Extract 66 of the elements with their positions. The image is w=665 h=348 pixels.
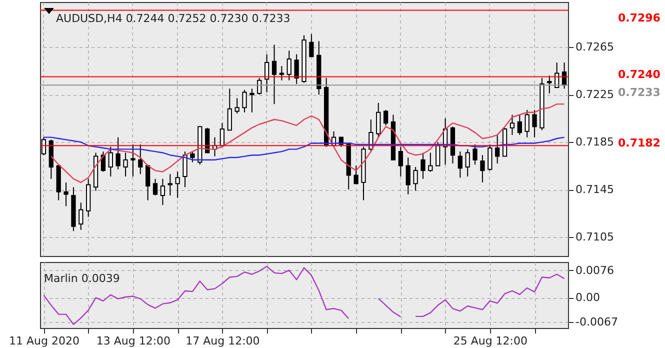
candlestick xyxy=(458,151,462,178)
candlestick xyxy=(524,110,530,138)
candlestick xyxy=(160,178,166,206)
candlestick xyxy=(428,152,433,172)
x-tick-label: 13 Aug 12:00 xyxy=(96,334,171,348)
candlestick xyxy=(465,148,470,177)
candlestick xyxy=(175,171,180,198)
candlestick xyxy=(488,144,492,172)
candlestick xyxy=(510,114,515,136)
candlestick xyxy=(257,77,262,96)
candlestick xyxy=(64,182,68,207)
candlestick xyxy=(309,34,314,58)
candlestick xyxy=(480,154,485,183)
candlestick xyxy=(146,164,150,201)
candlestick xyxy=(495,134,500,164)
y-tick-label: 0.7105 xyxy=(576,230,614,244)
candlestick xyxy=(547,75,552,94)
candlestick xyxy=(272,44,277,105)
candlestick xyxy=(78,202,84,230)
y-tick-label: 0.7265 xyxy=(576,40,614,54)
ref-line-label: 0.7296 xyxy=(618,11,661,24)
candlestick xyxy=(138,144,143,175)
candlestick xyxy=(472,144,478,166)
ref-line-label: 0.7182 xyxy=(618,136,660,150)
text: AUDUSD,H4 0.7244 0.7252 0.7230 0.7233 xyxy=(56,12,290,25)
candlestick xyxy=(182,151,188,188)
candlestick xyxy=(286,50,292,81)
ref-line-label: 0.7233 xyxy=(618,86,660,100)
x-tick-label: 25 Aug 12:00 xyxy=(453,334,528,348)
candlestick xyxy=(41,136,46,156)
candlestick xyxy=(168,174,172,196)
candlestick xyxy=(152,178,158,196)
candlestick xyxy=(517,114,522,136)
candlestick xyxy=(227,88,232,131)
candlestick xyxy=(420,152,426,180)
candlestick xyxy=(250,88,254,113)
candlestick xyxy=(116,136,120,170)
y-tick-label: 0.7145 xyxy=(576,183,614,196)
ref-line-label: 0.7240 xyxy=(618,68,661,81)
candlestick xyxy=(190,151,195,163)
candlestick xyxy=(532,110,537,138)
candlestick xyxy=(242,89,247,113)
text: Marlin 0.0039 xyxy=(44,272,120,285)
candlestick xyxy=(383,110,388,126)
y-tick-label: -0.0067 xyxy=(576,315,618,328)
candlestick xyxy=(264,54,270,93)
candlestick xyxy=(130,144,136,177)
candlestick xyxy=(294,54,299,84)
x-tick-label: 11 Aug 2020 xyxy=(8,334,80,348)
candlestick xyxy=(406,156,410,195)
candlestick xyxy=(108,146,113,177)
y-tick-label: 0.7225 xyxy=(576,88,614,102)
y-tick-label: 0.00 xyxy=(576,291,600,304)
candlestick xyxy=(123,152,128,177)
candlestick xyxy=(354,165,358,184)
candlestick xyxy=(398,146,403,177)
candlestick xyxy=(234,98,240,114)
x-tick-label: 17 Aug 12:00 xyxy=(186,334,260,348)
candlestick xyxy=(413,166,418,192)
candlestick xyxy=(368,119,374,152)
candlestick xyxy=(220,122,225,148)
y-tick-label: 0.7185 xyxy=(576,136,614,149)
candlestick xyxy=(376,102,381,138)
y-tick-label: 0.0076 xyxy=(576,264,614,277)
candlestick xyxy=(279,66,284,81)
candlestick xyxy=(436,142,440,166)
